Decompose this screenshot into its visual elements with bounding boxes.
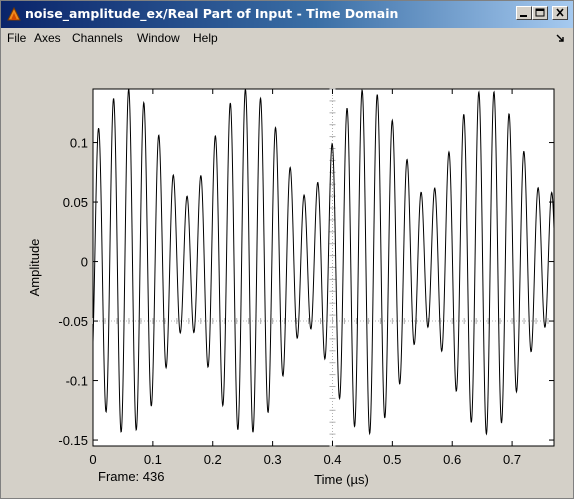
minimize-button[interactable] (516, 6, 532, 20)
x-tick-label: 0.7 (503, 452, 521, 467)
menu-channels[interactable]: Channels (72, 31, 123, 45)
maximize-icon (535, 8, 545, 17)
y-axis-label: Amplitude (27, 239, 42, 297)
y-tick-label: 0.1 (70, 136, 88, 151)
signal-trace (92, 88, 555, 436)
dock-arrow-icon[interactable] (555, 33, 565, 43)
menu-bar: File Axes Channels Window Help (1, 28, 573, 48)
y-tick-label: -0.1 (66, 374, 88, 389)
x-tick-label: 0.2 (204, 452, 222, 467)
frame-label: Frame: 436 (98, 469, 164, 484)
x-tick-label: 0 (89, 452, 96, 467)
time-domain-chart: 0.10.050-0.05-0.1-0.15 0 0.1 0.2 0.3 0.4 0.5 0… (27, 88, 555, 487)
minimize-icon (520, 15, 527, 17)
menu-file[interactable]: File (7, 31, 27, 45)
y-tick-label: -0.15 (58, 433, 88, 448)
x-tick-label: 0.3 (264, 452, 282, 467)
close-button[interactable] (552, 6, 568, 20)
maximize-button[interactable] (532, 6, 548, 20)
title-bar[interactable]: noise_amplitude_ex/Real Part of Input - … (1, 1, 573, 28)
menu-window[interactable]: Window (137, 31, 180, 45)
menu-axes[interactable]: Axes (34, 31, 61, 45)
window-title: noise_amplitude_ex/Real Part of Input - … (25, 6, 399, 21)
plot-area: 0.1 0.05 0 -0.05 -0.1 -0.15 0 0.1 0.2 0.3 0.4 0.5 0… (1, 48, 573, 498)
x-tick-label: 0.6 (443, 452, 461, 467)
scope-app-icon (7, 7, 21, 21)
x-tick-label: 0.1 (144, 452, 162, 467)
x-axis-ticks: 0 0.1 0.2 0.3 0.4 0.5 0.6 0.7 (89, 89, 521, 467)
x-tick-label: 0.5 (383, 452, 401, 467)
close-icon (556, 8, 564, 17)
y-tick-label: -0.05 (58, 314, 88, 329)
x-axis-label: Time (µs) (314, 472, 369, 487)
y-tick-label: 0 (81, 255, 88, 270)
grid-lines (92, 88, 554, 447)
x-tick-label: 0.4 (323, 452, 341, 467)
y-axis-ticks: 0.1 0.05 0 -0.05 -0.1 -0.15 (58, 136, 554, 448)
y-tick-label: 0.05 (63, 195, 88, 210)
menu-help[interactable]: Help (193, 31, 218, 45)
